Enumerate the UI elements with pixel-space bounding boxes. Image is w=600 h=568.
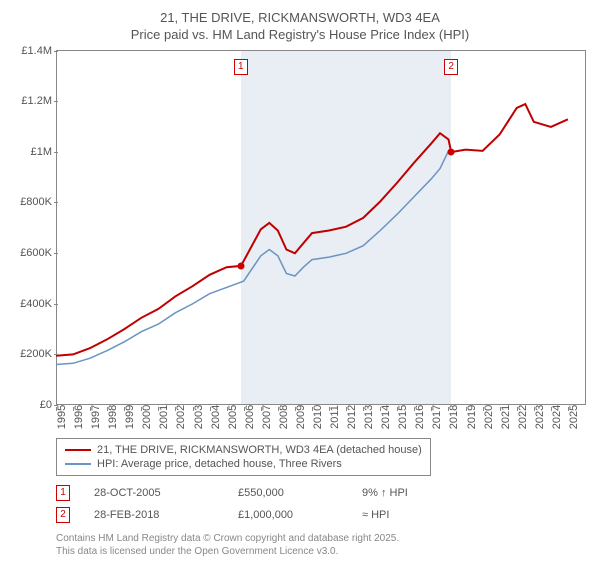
x-tick-label: 2015 [397, 405, 409, 429]
transaction-row: 2 28-FEB-2018 £1,000,000 ≈ HPI [56, 504, 586, 526]
chart-area: £0£200K£400K£600K£800K£1M£1.2M£1.4M19951… [56, 50, 586, 430]
plot-area: £0£200K£400K£600K£800K£1M£1.2M£1.4M19951… [56, 50, 586, 405]
x-tick-label: 1998 [107, 405, 119, 429]
marker-label: 2 [444, 59, 458, 75]
attribution: Contains HM Land Registry data © Crown c… [56, 532, 586, 558]
x-tick-label: 2016 [414, 405, 426, 429]
transaction-price: £1,000,000 [238, 509, 338, 521]
x-tick-label: 2025 [568, 405, 580, 429]
x-tick-label: 2023 [534, 405, 546, 429]
transaction-note: 9% ↑ HPI [362, 487, 408, 499]
x-tick-label: 2011 [329, 405, 341, 429]
legend-swatch [65, 449, 91, 451]
legend-item: HPI: Average price, detached house, Thre… [65, 457, 422, 471]
series-hpi [56, 151, 449, 365]
transaction-table: 1 28-OCT-2005 £550,000 9% ↑ HPI 2 28-FEB… [56, 482, 586, 526]
legend-swatch [65, 463, 91, 465]
y-tick-label: £1M [8, 146, 52, 158]
x-tick-label: 1996 [73, 405, 85, 429]
footer-line2: This data is licensed under the Open Gov… [56, 545, 586, 558]
x-tick-label: 2019 [466, 405, 478, 429]
x-tick-label: 2013 [363, 405, 375, 429]
x-tick-label: 2024 [551, 405, 563, 429]
transaction-marker: 2 [56, 507, 70, 523]
x-tick-label: 2003 [193, 405, 205, 429]
x-tick-label: 2022 [517, 405, 529, 429]
series-price_paid [56, 104, 568, 356]
x-tick-label: 2017 [431, 405, 443, 429]
y-tick-label: £1.4M [8, 45, 52, 57]
transaction-marker: 1 [56, 485, 70, 501]
x-tick-label: 2000 [141, 405, 153, 429]
x-tick-label: 2012 [346, 405, 358, 429]
x-tick-label: 2005 [227, 405, 239, 429]
marker-dot [237, 262, 244, 269]
x-tick-label: 2007 [261, 405, 273, 429]
x-tick-label: 2006 [244, 405, 256, 429]
x-tick-label: 2008 [278, 405, 290, 429]
transaction-date: 28-OCT-2005 [94, 487, 214, 499]
y-tick-label: £1.2M [8, 95, 52, 107]
transaction-price: £550,000 [238, 487, 338, 499]
legend-label: 21, THE DRIVE, RICKMANSWORTH, WD3 4EA (d… [97, 444, 422, 456]
x-tick-label: 2001 [158, 405, 170, 429]
legend: 21, THE DRIVE, RICKMANSWORTH, WD3 4EA (d… [56, 438, 431, 476]
x-tick-label: 2021 [500, 405, 512, 429]
title-subtitle: Price paid vs. HM Land Registry's House … [14, 27, 586, 44]
x-tick-label: 2014 [380, 405, 392, 429]
line-series [56, 51, 585, 405]
transaction-date: 28-FEB-2018 [94, 509, 214, 521]
y-tick-label: £600K [8, 247, 52, 259]
y-tick-label: £800K [8, 196, 52, 208]
chart-container: 21, THE DRIVE, RICKMANSWORTH, WD3 4EA Pr… [0, 0, 600, 568]
marker-label: 1 [234, 59, 248, 75]
transaction-row: 1 28-OCT-2005 £550,000 9% ↑ HPI [56, 482, 586, 504]
x-tick-label: 1997 [90, 405, 102, 429]
legend-item: 21, THE DRIVE, RICKMANSWORTH, WD3 4EA (d… [65, 443, 422, 457]
title-address: 21, THE DRIVE, RICKMANSWORTH, WD3 4EA [14, 10, 586, 27]
x-tick-label: 1999 [124, 405, 136, 429]
transaction-note: ≈ HPI [362, 509, 389, 521]
x-tick-label: 1995 [56, 405, 68, 429]
legend-label: HPI: Average price, detached house, Thre… [97, 458, 342, 470]
x-tick-label: 2002 [175, 405, 187, 429]
y-tick-label: £400K [8, 298, 52, 310]
chart-title: 21, THE DRIVE, RICKMANSWORTH, WD3 4EA Pr… [14, 10, 586, 44]
x-tick-label: 2004 [210, 405, 222, 429]
y-tick-label: £200K [8, 348, 52, 360]
y-tick-label: £0 [8, 399, 52, 411]
marker-dot [448, 148, 455, 155]
x-tick-label: 2018 [448, 405, 460, 429]
x-tick-label: 2010 [312, 405, 324, 429]
x-tick-label: 2020 [483, 405, 495, 429]
x-tick-label: 2009 [295, 405, 307, 429]
footer-line1: Contains HM Land Registry data © Crown c… [56, 532, 586, 545]
